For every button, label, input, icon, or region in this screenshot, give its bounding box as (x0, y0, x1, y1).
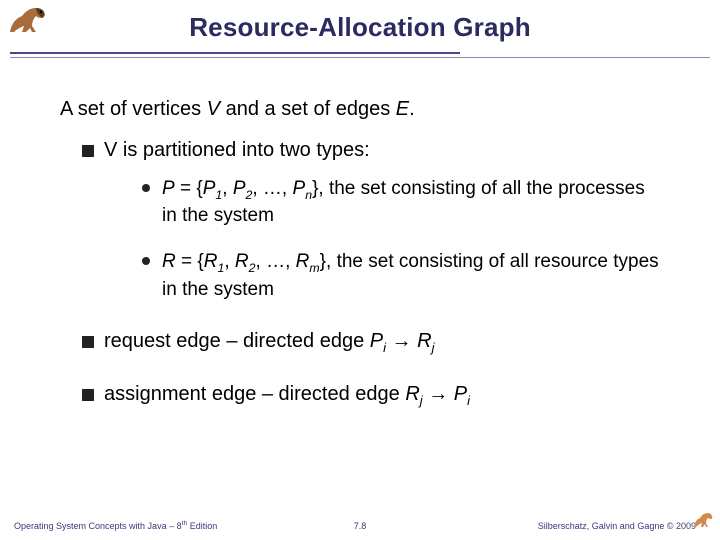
asn-label: assignment edge – directed edge (104, 383, 405, 405)
pn: P (293, 178, 306, 199)
square-bullet-icon (82, 389, 94, 401)
square-bullet-icon (82, 145, 94, 157)
dot-bullet-icon (142, 184, 150, 192)
header: Resource-Allocation Graph (0, 0, 720, 68)
sub-bullet-r-text: R = {R1, R2, …, Rm}, the set consisting … (162, 249, 660, 302)
intro-mid: and a set of edges (220, 98, 396, 120)
bullet-request-edge: request edge – directed edge Pi → Rj (82, 330, 660, 355)
dinosaur-icon (6, 2, 54, 38)
footer-left-a: Operating System Concepts with Java – 8 (14, 521, 182, 531)
intro-prefix: A set of vertices (60, 98, 207, 120)
content: A set of vertices V and a set of edges E… (0, 68, 720, 408)
square-bullet-icon (82, 336, 94, 348)
p-dots: , …, (252, 178, 292, 199)
rm: R (296, 251, 310, 272)
intro-text: A set of vertices V and a set of edges E… (60, 98, 660, 121)
r2: R (235, 251, 249, 272)
asn-to: P (454, 383, 467, 405)
footer-page-number: 7.8 (354, 521, 367, 531)
footer-copyright: Silberschatz, Galvin and Gagne © 2009 (538, 521, 696, 531)
bullet-assignment-edge-text: assignment edge – directed edge Rj → Pi (104, 383, 470, 408)
sub-bullet-list: P = {P1, P2, …, Pn}, the set consisting … (142, 176, 660, 302)
bullet-partition-text: V is partitioned into two types: (104, 139, 370, 162)
dot-bullet-icon (142, 257, 150, 265)
intro-suffix: . (409, 98, 415, 120)
asn-from: R (405, 383, 419, 405)
p2: P (233, 178, 246, 199)
req-arrow: → (386, 330, 417, 352)
dinosaur-small-icon (692, 510, 718, 530)
r1: R (204, 251, 218, 272)
r1-sub: 1 (217, 261, 224, 275)
asn-to-sub: i (467, 393, 470, 408)
footer: Operating System Concepts with Java – 8t… (0, 512, 720, 534)
p-var: P (162, 178, 175, 199)
r-dots: , …, (256, 251, 296, 272)
req-to-sub: j (432, 340, 435, 355)
r-var: R (162, 251, 176, 272)
bullet-request-edge-text: request edge – directed edge Pi → Rj (104, 330, 434, 355)
sub-bullet-p: P = {P1, P2, …, Pn}, the set consisting … (142, 176, 660, 229)
p1-sub: 1 (215, 188, 222, 202)
p-eq: = { (175, 178, 203, 199)
req-label: request edge – directed edge (104, 330, 370, 352)
sub-bullet-p-text: P = {P1, P2, …, Pn}, the set consisting … (162, 176, 660, 229)
intro-e: E (396, 98, 409, 120)
footer-left-b: Edition (187, 521, 217, 531)
bullet-partition: V is partitioned into two types: (82, 139, 660, 162)
p1: P (203, 178, 216, 199)
slide-title: Resource-Allocation Graph (0, 6, 720, 43)
intro-v: V (207, 98, 220, 120)
rm-sub: m (309, 261, 319, 275)
title-underline (10, 52, 460, 54)
req-from: P (370, 330, 383, 352)
bullet-assignment-edge: assignment edge – directed edge Rj → Pi (82, 383, 660, 408)
asn-arrow: → (423, 383, 454, 405)
r2-sub: 2 (249, 261, 256, 275)
bullet-list: V is partitioned into two types: P = {P1… (82, 139, 660, 408)
sub-bullet-r: R = {R1, R2, …, Rm}, the set consisting … (142, 249, 660, 302)
slide: Resource-Allocation Graph A set of verti… (0, 0, 720, 540)
r-eq: = { (176, 251, 204, 272)
footer-left: Operating System Concepts with Java – 8t… (14, 520, 217, 531)
req-to: R (417, 330, 431, 352)
title-underline-thin (10, 57, 710, 58)
